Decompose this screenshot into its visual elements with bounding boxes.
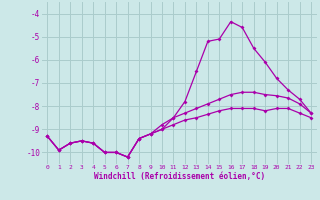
X-axis label: Windchill (Refroidissement éolien,°C): Windchill (Refroidissement éolien,°C)	[94, 172, 265, 181]
